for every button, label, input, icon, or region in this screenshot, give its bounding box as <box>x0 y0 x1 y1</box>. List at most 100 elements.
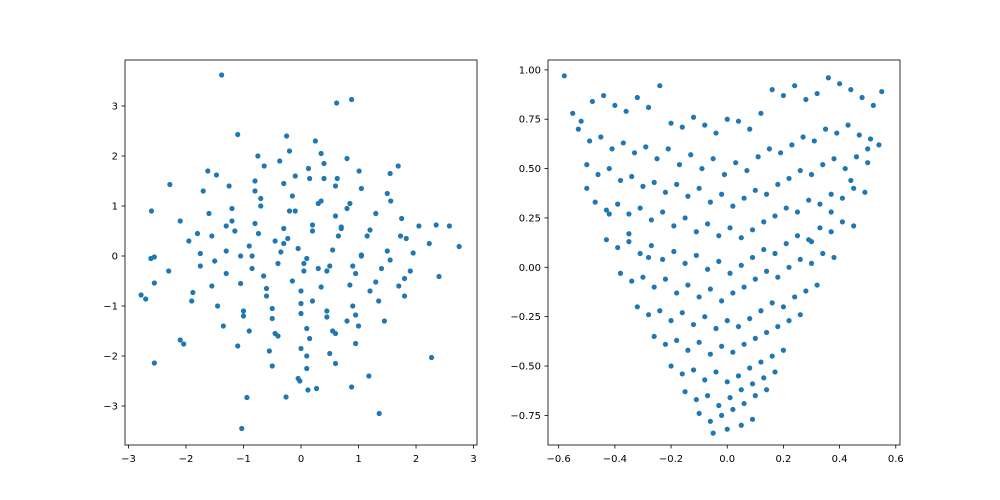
scatter-point <box>676 162 683 168</box>
scatter-point <box>350 303 356 309</box>
scatter-point <box>752 187 758 193</box>
scatter-point <box>657 83 663 89</box>
scatter-point <box>867 136 874 142</box>
scatter-point <box>401 293 408 299</box>
x-tick-label: 0.4 <box>832 454 848 465</box>
scatter-point <box>738 262 744 268</box>
scatter-point <box>786 318 792 324</box>
scatter-point <box>603 207 610 213</box>
scatter-point <box>682 215 688 221</box>
y-tick-label: 3 <box>112 102 118 113</box>
scatter-point <box>814 282 820 288</box>
scatter-point <box>839 195 846 201</box>
y-tick-label: 0.25 <box>519 213 541 224</box>
scatter-point <box>780 304 787 310</box>
scatter-point <box>803 96 809 103</box>
scatter-point <box>763 268 770 274</box>
scatter-point <box>321 160 327 167</box>
scatter-point <box>197 263 203 269</box>
scatter-point <box>741 195 747 201</box>
scatter-point <box>275 333 281 339</box>
scatter-point <box>376 298 382 304</box>
scatter-point <box>410 250 416 256</box>
scatter-point <box>702 122 708 128</box>
scatter-point <box>324 308 330 314</box>
scatter-point <box>775 323 781 330</box>
scatter-point <box>235 343 241 349</box>
y-tick-label: 2 <box>112 152 118 163</box>
scatter-point <box>629 173 635 180</box>
scatter-point <box>151 360 157 366</box>
scatter-point <box>167 181 173 188</box>
x-tick-label: −0.6 <box>547 454 571 465</box>
scatter-point <box>281 180 287 187</box>
scatter-point <box>258 203 264 209</box>
scatter-point <box>769 87 775 93</box>
scatter-point <box>378 265 385 272</box>
scatter-point <box>366 373 372 379</box>
scatter-point <box>870 102 876 109</box>
scatter-point <box>763 191 770 197</box>
scatter-point <box>848 87 854 93</box>
scatter-point <box>595 171 601 178</box>
scatter-point <box>272 238 278 244</box>
scatter-point <box>851 185 857 191</box>
scatter-point <box>828 209 834 215</box>
y-tick-label: 0.00 <box>519 263 541 274</box>
x-tick-label: −0.4 <box>603 454 627 465</box>
scatter-point <box>803 288 809 294</box>
scatter-point <box>609 146 615 152</box>
x-tick-label: −1 <box>236 454 251 465</box>
scatter-point <box>690 114 697 120</box>
scatter-point <box>334 100 340 106</box>
scatter-point <box>696 185 702 191</box>
x-tick-label: −2 <box>179 454 194 465</box>
y-tick-label: 1.00 <box>519 65 541 76</box>
scatter-point <box>707 418 713 424</box>
scatter-point <box>758 110 764 116</box>
scatter-point <box>617 270 624 276</box>
scatter-point <box>301 268 307 274</box>
scatter-point <box>190 289 196 296</box>
scatter-point <box>747 316 753 322</box>
scatter-point <box>606 165 612 172</box>
scatter-points <box>561 73 885 436</box>
scatter-point <box>738 387 744 393</box>
scatter-point <box>862 189 868 195</box>
scatter-point <box>671 223 677 229</box>
scatter-point <box>713 130 719 136</box>
scatter-point <box>651 284 657 290</box>
scatter-point <box>752 276 758 282</box>
scatter-point <box>215 303 221 309</box>
scatter-point <box>626 231 632 237</box>
scatter-point <box>376 410 382 417</box>
scatter-point <box>321 175 327 182</box>
scatter-point <box>775 181 781 187</box>
scatter-point <box>223 270 229 277</box>
scatter-point <box>752 335 758 341</box>
scatter-point <box>645 312 652 318</box>
scatter-point <box>249 253 255 259</box>
scatter-point <box>749 416 756 422</box>
scatter-point <box>679 124 685 130</box>
scatter-point <box>367 288 373 294</box>
scatter-point <box>710 156 716 162</box>
scatter-point <box>648 217 654 223</box>
scatter-point <box>592 199 598 205</box>
scatter-point <box>696 294 702 300</box>
scatter-point <box>261 163 267 169</box>
scatter-point <box>305 165 312 172</box>
scatter-point <box>730 290 736 296</box>
scatter-point <box>388 198 394 204</box>
scatter-point <box>433 222 439 228</box>
y-tick-label: −3 <box>103 402 118 413</box>
scatter-point <box>298 310 304 317</box>
scatter-point <box>416 223 422 229</box>
scatter-point <box>407 268 413 274</box>
y-tick-label: 0.50 <box>519 164 541 175</box>
scatter-point <box>704 393 711 399</box>
scatter-point <box>674 181 680 187</box>
scatter-point <box>682 260 688 266</box>
scatter-point <box>761 375 767 381</box>
scatter-point <box>645 104 652 110</box>
